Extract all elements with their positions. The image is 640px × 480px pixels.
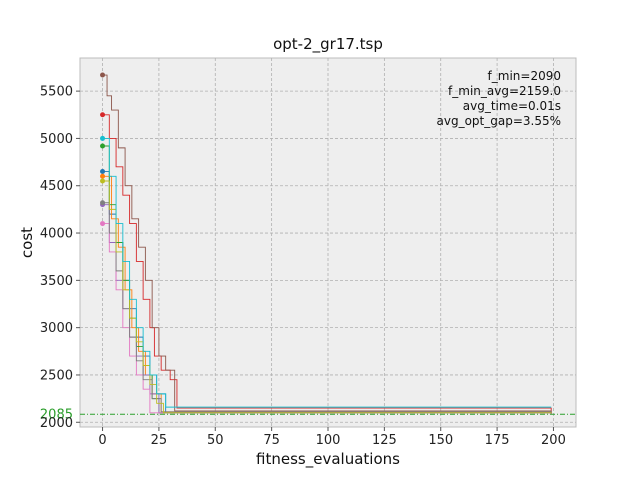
y-axis-label: cost: [18, 227, 36, 258]
stat-avg-time: avg_time=0.01s: [463, 99, 561, 113]
y-tick-label: 2500: [40, 368, 73, 383]
series-start-point: [100, 72, 106, 78]
x-tick-label: 75: [263, 433, 280, 448]
chart-title: opt-2_gr17.tsp: [273, 35, 383, 54]
x-tick-label: 0: [98, 433, 106, 448]
stat-avg-opt-gap: avg_opt_gap=3.55%: [437, 114, 562, 128]
grid: [80, 58, 576, 427]
series-start-point: [100, 112, 106, 118]
y-tick-label: 5000: [40, 132, 73, 147]
stats-annotation: f_min=2090 f_min_avg=2159.0 avg_time=0.0…: [437, 69, 562, 128]
x-tick-label: 100: [316, 433, 341, 448]
y-tick-label: 3500: [40, 274, 73, 289]
series-start-point: [100, 221, 106, 227]
series-line: [102, 223, 552, 414]
x-tick-label: 25: [151, 433, 168, 448]
series-line: [102, 114, 552, 414]
y-tick-label: 4500: [40, 179, 73, 194]
x-tick-label: 50: [207, 433, 224, 448]
series-start-point: [100, 135, 106, 141]
y-tick-label: 2000: [40, 416, 73, 431]
x-tick-label: 125: [372, 433, 397, 448]
optimum-label: 2085: [40, 408, 73, 423]
series-line: [102, 137, 552, 408]
series-start-point: [100, 178, 106, 184]
y-tick-label: 5500: [40, 85, 73, 100]
y-tick-label: 4000: [40, 227, 73, 242]
x-axis-label: fitness_evaluations: [256, 450, 400, 469]
stat-f-min: f_min=2090: [488, 69, 561, 83]
series-start-point: [100, 173, 106, 179]
optimum-line-group: 2085: [40, 408, 576, 423]
series-start-point: [100, 169, 106, 175]
x-tick-label: 175: [485, 433, 510, 448]
stat-f-min-avg: f_min_avg=2159.0: [448, 84, 561, 98]
series-start-point: [100, 143, 106, 149]
series-line: [102, 74, 552, 414]
x-ticks: 0 25 50 75 100 125 150 175 200: [98, 427, 566, 448]
series-group: [100, 72, 552, 414]
series-start-point: [100, 200, 106, 206]
y-tick-label: 3000: [40, 321, 73, 336]
x-tick-label: 200: [541, 433, 566, 448]
x-tick-label: 150: [428, 433, 453, 448]
y-ticks: 2000 2500 3000 3500 4000 4500 5000 5500: [40, 85, 80, 431]
